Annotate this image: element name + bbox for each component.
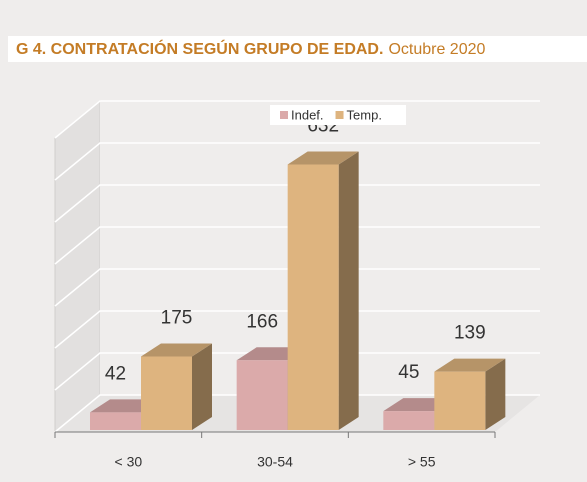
data-label: 42 — [105, 363, 126, 384]
bar-face — [338, 151, 359, 430]
bar-face — [236, 360, 288, 430]
bar-face — [434, 371, 486, 430]
bar-face — [141, 356, 192, 430]
bar — [287, 151, 359, 430]
bar-face — [434, 358, 506, 372]
grid-line — [54, 352, 540, 391]
data-label: 45 — [398, 362, 419, 383]
data-label: 166 — [246, 311, 278, 332]
grid-line — [54, 310, 540, 349]
grid-line — [54, 394, 540, 433]
title-sub: Octubre 2020 — [388, 41, 485, 58]
bar — [141, 343, 212, 430]
legend-swatch — [335, 111, 344, 119]
data-label: 139 — [454, 323, 486, 344]
grid-line — [54, 268, 540, 307]
legend-label: Indef. — [291, 107, 324, 122]
bar-face — [287, 164, 339, 430]
title-band — [8, 36, 587, 62]
x-tick-label: > 55 — [408, 454, 436, 470]
title-main: G 4. CONTRATACIÓN SEGÚN GRUPO DE EDAD. — [16, 39, 383, 58]
x-tick-label: 30-54 — [257, 454, 293, 470]
legend-label: Temp. — [347, 107, 382, 122]
bar-face — [287, 151, 359, 165]
x-tick-label: < 30 — [115, 454, 143, 470]
bar-face — [141, 343, 212, 357]
left-wall — [54, 99, 101, 434]
legend-swatch — [280, 111, 288, 119]
grid-line — [54, 142, 540, 181]
data-label: 175 — [161, 308, 193, 329]
bar-face — [192, 343, 212, 430]
bar-face — [485, 358, 506, 430]
chart-title: G 4. CONTRATACIÓN SEGÚN GRUPO DE EDAD. Oc… — [16, 39, 485, 58]
grid-line — [54, 226, 540, 265]
grid-line — [54, 184, 540, 223]
bar-face — [90, 412, 141, 430]
bar-face — [383, 411, 435, 430]
bar — [434, 358, 506, 430]
grid-line — [54, 100, 540, 139]
